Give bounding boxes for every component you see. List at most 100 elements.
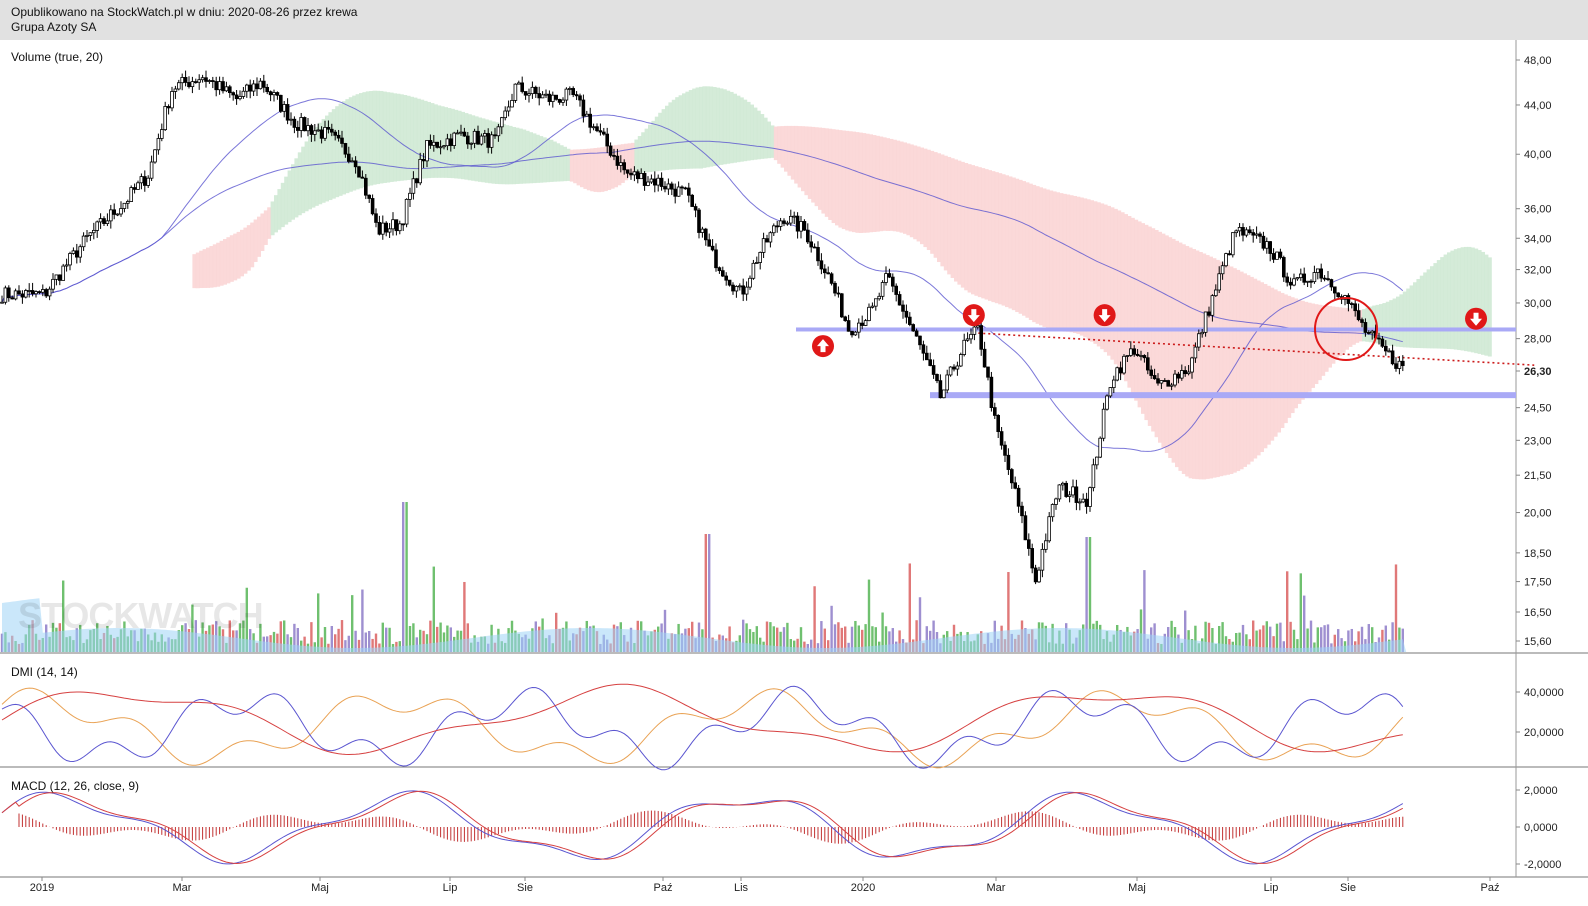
cloud-segment: [668, 102, 673, 170]
cloud-segment: [835, 129, 839, 226]
cloud-segment: [1443, 254, 1448, 349]
cloud-segment: [1470, 247, 1475, 353]
cloud-segment: [410, 96, 414, 180]
volume-bar: [772, 626, 775, 652]
candle-body: [884, 273, 888, 283]
cloud-segment: [661, 109, 666, 171]
volume-bar: [1170, 620, 1173, 652]
candle-body: [891, 276, 895, 287]
cloud-segment: [345, 99, 350, 194]
cloud-segment: [1056, 192, 1060, 332]
cloud-segment: [413, 97, 418, 180]
volume-bar: [1248, 639, 1251, 652]
candle-body: [588, 113, 592, 128]
candle-body: [47, 288, 52, 297]
price-tick-label: 40,00: [1524, 149, 1552, 161]
cloud-segment: [1474, 248, 1479, 354]
cloud-segment: [308, 136, 312, 210]
cloud-segment: [1042, 188, 1047, 327]
candle-body: [527, 93, 531, 96]
cloud-segment: [362, 92, 367, 188]
volume-bar: [1313, 642, 1316, 652]
cloud-segment: [1001, 174, 1006, 306]
price-tick-label: 18,50: [1524, 548, 1552, 560]
volume-bar: [871, 626, 874, 652]
candle-body: [1122, 355, 1126, 374]
dmi-plus-line: [1, 687, 1404, 769]
candle-body: [778, 220, 783, 227]
volume-bar: [827, 640, 830, 652]
cloud-segment: [1317, 304, 1322, 381]
candle-body: [1302, 273, 1307, 283]
axes: 48,00 44,00 40,00 36,00 34,00 32,00 30,00 28,00…: [30, 55, 1564, 894]
cloud-segment: [937, 153, 941, 263]
cloud-segment: [209, 246, 214, 288]
candle-body: [506, 106, 511, 112]
candle-body: [928, 359, 932, 366]
candle-body: [384, 222, 388, 233]
cloud-segment: [1351, 308, 1356, 345]
candle-body: [785, 222, 790, 225]
volume-bar: [663, 609, 667, 652]
cloud-segment: [1103, 204, 1108, 353]
candle-body: [156, 138, 161, 151]
volume-bar: [446, 625, 449, 652]
cloud-segment: [508, 125, 513, 185]
cloud-segment: [736, 95, 741, 163]
candle-body: [367, 194, 371, 199]
cloud-segment: [219, 240, 224, 286]
candle-body: [309, 125, 314, 135]
time-tick-label: 2019: [30, 882, 54, 894]
volume-bar: [1337, 629, 1340, 652]
candle-body: [1156, 378, 1160, 384]
candle-body: [846, 320, 851, 332]
cloud-segment: [1416, 279, 1421, 349]
cloud-segment: [1334, 306, 1339, 360]
cloud-segment: [379, 90, 384, 184]
cloud-segment: [886, 138, 890, 231]
cloud-segment: [481, 118, 486, 183]
cloud-segment: [1015, 178, 1020, 313]
cloud-segment: [233, 233, 238, 281]
cloud-segment: [1073, 195, 1077, 333]
cloud-segment: [855, 132, 860, 233]
cloud-segment: [916, 146, 921, 242]
candle-body: [61, 265, 65, 281]
candle-body: [1129, 348, 1133, 356]
candle-body: [85, 235, 89, 237]
candle-body: [1377, 337, 1381, 340]
candle-body: [1146, 357, 1150, 371]
candle-body: [853, 331, 858, 336]
candle-body: [1040, 548, 1045, 571]
candle-body: [663, 186, 667, 190]
candle-body: [438, 146, 443, 149]
candle-body: [551, 94, 555, 102]
volume-bar: [1204, 621, 1207, 652]
candle-body: [442, 145, 446, 148]
candle-body: [1316, 268, 1320, 273]
candle-body: [112, 209, 117, 215]
volume-bar: [466, 623, 469, 652]
candle-body: [850, 330, 854, 336]
candle-body: [523, 91, 528, 96]
cloud-segment: [784, 125, 788, 172]
candle-body: [1135, 353, 1140, 356]
cloud-segment: [328, 112, 333, 201]
time-tick-label: Maj: [1128, 882, 1146, 894]
cloud-segment: [763, 117, 768, 159]
cloud-segment: [1198, 251, 1203, 480]
candle-body: [649, 178, 654, 183]
volume-bar: [823, 628, 826, 652]
cloud-segment: [994, 172, 999, 304]
candle-body: [673, 188, 677, 197]
cloud-segment: [780, 126, 785, 168]
cloud-segment: [743, 99, 748, 162]
cloud-segment: [1372, 305, 1377, 343]
candle-body: [469, 142, 473, 145]
dmi-panel-label: DMI (14, 14): [11, 665, 78, 679]
candle-body: [1193, 346, 1198, 359]
candle-body: [874, 298, 878, 307]
candle-body: [241, 90, 246, 97]
candle-body: [704, 228, 708, 241]
